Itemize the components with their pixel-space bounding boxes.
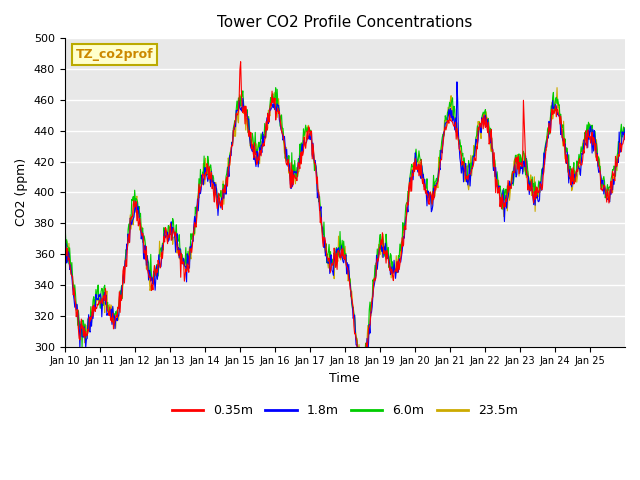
Text: TZ_co2prof: TZ_co2prof (76, 48, 154, 61)
Y-axis label: CO2 (ppm): CO2 (ppm) (15, 158, 28, 227)
X-axis label: Time: Time (330, 372, 360, 385)
Legend: 0.35m, 1.8m, 6.0m, 23.5m: 0.35m, 1.8m, 6.0m, 23.5m (166, 399, 523, 422)
Title: Tower CO2 Profile Concentrations: Tower CO2 Profile Concentrations (217, 15, 472, 30)
